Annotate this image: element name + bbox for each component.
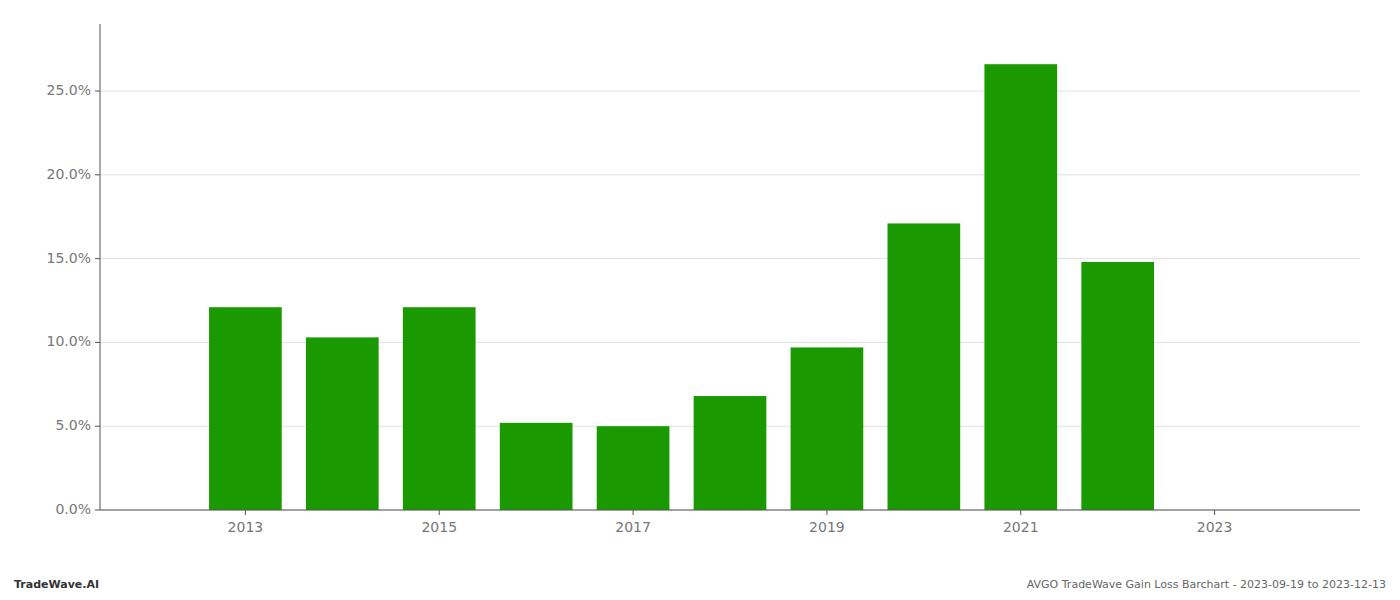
bar <box>1081 262 1154 510</box>
x-tick <box>633 510 634 515</box>
grid-line <box>100 91 1360 92</box>
x-tick <box>439 510 440 515</box>
x-tick-label: 2023 <box>1197 519 1233 535</box>
x-tick <box>245 510 246 515</box>
y-axis-line <box>100 24 101 510</box>
y-tick <box>95 510 100 511</box>
y-tick <box>95 342 100 343</box>
bar <box>306 337 379 510</box>
bar <box>403 307 476 510</box>
x-tick-label: 2013 <box>228 519 264 535</box>
footer-right: AVGO TradeWave Gain Loss Barchart - 2023… <box>1027 578 1386 591</box>
y-tick-label: 10.0% <box>47 333 91 349</box>
bars <box>209 64 1154 510</box>
bar <box>888 223 961 510</box>
grid-line <box>100 258 1360 259</box>
x-tick-label: 2019 <box>809 519 845 535</box>
x-axis: 2013 2015 2017 2019 2021 2023 <box>100 510 1360 535</box>
bar <box>984 64 1057 510</box>
x-tick <box>1214 510 1215 515</box>
y-tick-label: 5.0% <box>55 417 91 433</box>
y-tick-label: 15.0% <box>47 250 91 266</box>
y-tick-label: 25.0% <box>47 82 91 98</box>
bar <box>500 423 573 510</box>
grid-line <box>100 174 1360 175</box>
y-tick <box>95 258 100 259</box>
bar <box>597 426 670 510</box>
y-tick <box>95 91 100 92</box>
x-tick-label: 2015 <box>421 519 457 535</box>
x-tick <box>826 510 827 515</box>
bar <box>791 347 864 510</box>
y-axis: 0.0% 5.0% 10.0% 15.0% 20.0% 25.0% <box>47 24 100 517</box>
x-tick-label: 2021 <box>1003 519 1039 535</box>
y-grid <box>100 91 1360 510</box>
background <box>0 0 1400 600</box>
bar <box>209 307 282 510</box>
footer-left: TradeWave.AI <box>14 578 99 591</box>
y-tick-label: 0.0% <box>55 501 91 517</box>
chart: 0.0% 5.0% 10.0% 15.0% 20.0% 25.0% 2013 2015 2017… <box>0 0 1400 600</box>
grid-line <box>100 342 1360 343</box>
grid-line <box>100 510 1360 511</box>
y-tick-label: 20.0% <box>47 166 91 182</box>
bar <box>694 396 767 510</box>
x-tick-label: 2017 <box>615 519 651 535</box>
x-axis-line <box>100 510 1360 511</box>
y-tick <box>95 426 100 427</box>
x-tick <box>1020 510 1021 515</box>
y-tick <box>95 174 100 175</box>
